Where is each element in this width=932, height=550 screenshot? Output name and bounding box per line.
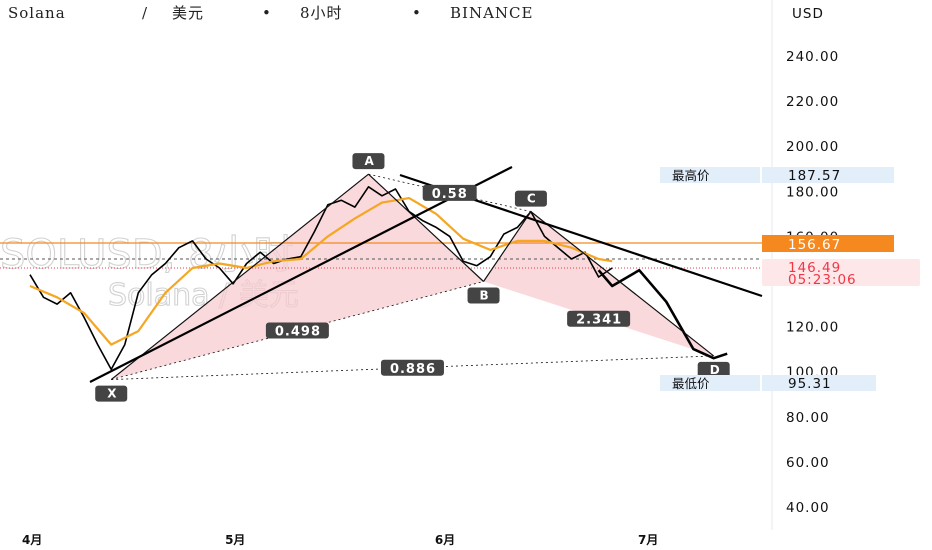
y-tick-label: 120.00	[786, 320, 839, 336]
ratio-label: 0.58	[432, 187, 468, 202]
pattern-point-box	[514, 190, 547, 207]
pattern-point-box	[467, 287, 500, 304]
x-tick-label: 6月	[435, 533, 455, 547]
pattern-point-b[interactable]: B	[467, 287, 500, 304]
pattern-point-box	[352, 153, 385, 170]
pattern-point-c[interactable]: C	[514, 190, 547, 207]
ratio-box	[380, 359, 444, 376]
ratio-label: 0.498	[275, 325, 321, 340]
last-price-value: 146.49	[788, 260, 841, 276]
ratio-tag[interactable]: 2.341	[567, 310, 631, 328]
high-label: 最高价	[672, 168, 710, 183]
pattern-leg-bc	[483, 211, 532, 282]
pattern-point-label: D	[710, 363, 720, 377]
separator: /	[142, 4, 148, 22]
pattern-point-label: X	[107, 387, 117, 401]
pattern-point-box	[95, 385, 128, 402]
pattern-point-label: C	[527, 192, 536, 206]
y-tick-label: 220.00	[786, 94, 839, 110]
pattern-leg-xa	[110, 173, 369, 381]
series-group	[29, 186, 728, 371]
orange-level-value: 156.67	[788, 237, 841, 253]
exchange-label[interactable]: BINANCE	[450, 4, 533, 22]
x-tick-label: 4月	[22, 533, 42, 547]
dot-separator: •	[412, 4, 422, 22]
high-price-tag: 最高价 187.57	[660, 167, 894, 184]
pattern-point-a[interactable]: A	[352, 153, 385, 170]
chart-header: Solana / 美元 • 8小时 • BINANCE	[8, 4, 533, 22]
pattern-point-x[interactable]: X	[95, 385, 128, 402]
moving-average-line	[29, 197, 613, 346]
x-tick-label: 7月	[638, 533, 658, 547]
high-value: 187.57	[788, 168, 841, 184]
ratio-label: 2.341	[576, 313, 622, 328]
y-tick-label: 180.00	[786, 184, 839, 200]
low-price-tag: 最低价 95.31	[660, 375, 876, 392]
pattern-point-label: A	[364, 154, 374, 168]
orange-level-tag[interactable]: 156.67	[762, 235, 894, 253]
currency-name: 美元	[172, 4, 204, 22]
pattern-lines[interactable]: X A B C D 0.498 0.58 2.341 0.886	[89, 153, 763, 402]
interval-label[interactable]: 8小时	[300, 4, 343, 22]
pattern-leg-xb	[111, 281, 484, 380]
ratio-tag[interactable]: 0.886	[380, 359, 444, 377]
y-tick-label: 40.00	[786, 500, 830, 516]
projection-path	[597, 268, 728, 360]
ratio-box	[567, 310, 631, 327]
y-tick-label: 200.00	[786, 139, 839, 155]
dot-separator: •	[262, 4, 272, 22]
pattern-point-label: B	[480, 289, 489, 303]
x-tick-label: 5月	[225, 533, 245, 547]
ratio-tag[interactable]: 0.498	[265, 322, 329, 340]
pattern-leg-cd	[530, 211, 715, 357]
ratio-box	[265, 322, 329, 339]
pattern-leg-ab	[368, 173, 484, 282]
y-tick-label: 60.00	[786, 455, 830, 471]
last-price-tag[interactable]: 146.49 05:23:06	[762, 259, 920, 288]
x-axis[interactable]: 4月 5月 6月 7月	[22, 533, 658, 547]
pattern-triangle-bcd	[483, 211, 714, 356]
support-trendline[interactable]	[89, 166, 513, 383]
pattern-point-d[interactable]: D	[697, 361, 730, 378]
ratio-label: 0.886	[390, 362, 436, 377]
ratio-tag[interactable]: 0.58	[422, 184, 477, 202]
watermark-line1: SOLUSD, 8小时	[0, 232, 294, 278]
low-label: 最低价	[672, 376, 710, 391]
ratio-box	[422, 184, 477, 201]
axis-currency[interactable]: USD	[792, 6, 824, 22]
symbol-name[interactable]: Solana	[8, 4, 66, 22]
y-tick-label: 80.00	[786, 410, 830, 426]
low-value: 95.31	[788, 376, 832, 392]
y-tick-label: 240.00	[786, 49, 839, 65]
countdown-value: 05:23:06	[788, 272, 857, 288]
pattern-point-box	[697, 361, 730, 378]
